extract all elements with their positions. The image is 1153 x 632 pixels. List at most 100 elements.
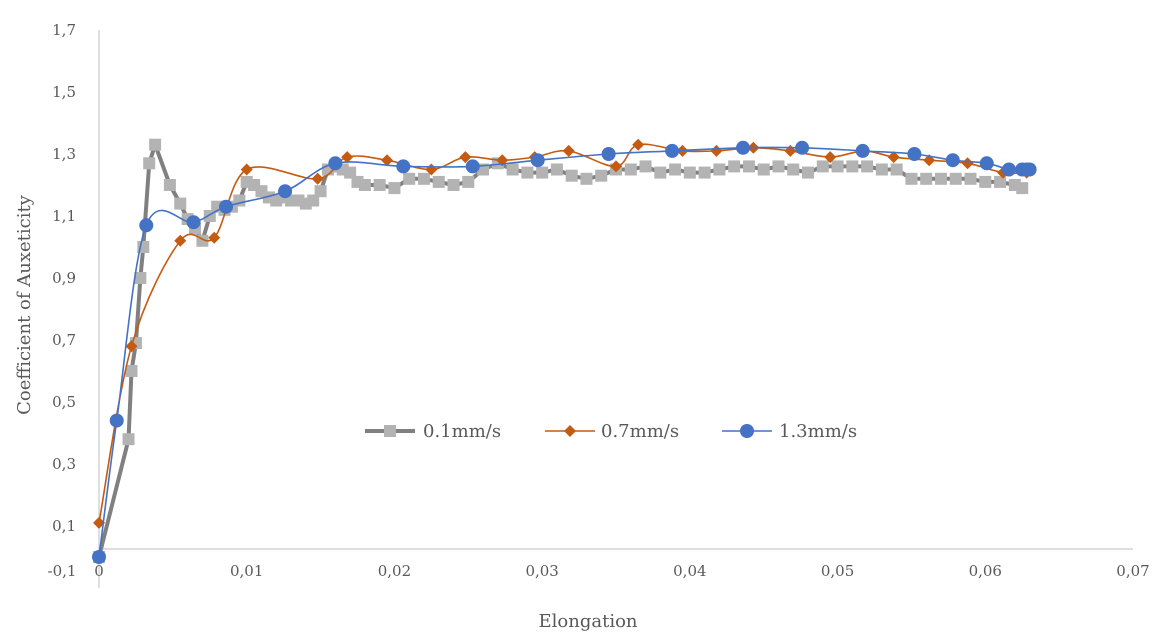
data-point bbox=[824, 151, 837, 164]
data-point bbox=[710, 144, 723, 157]
x-tick-label: 0,04 bbox=[673, 562, 706, 580]
legend-label: 0.1mm/s bbox=[423, 421, 501, 442]
data-point bbox=[134, 272, 147, 284]
data-point bbox=[417, 172, 430, 185]
legend-item: 1.3mm/s bbox=[722, 421, 857, 442]
data-point bbox=[580, 172, 593, 185]
data-point bbox=[373, 179, 386, 191]
data-point bbox=[905, 172, 918, 185]
data-point bbox=[521, 166, 534, 179]
data-point bbox=[311, 172, 324, 185]
data-point bbox=[358, 179, 371, 191]
x-axis-title: Elongation bbox=[539, 611, 638, 632]
data-point bbox=[949, 172, 962, 185]
data-point bbox=[149, 138, 162, 151]
data-point bbox=[459, 151, 472, 164]
data-point bbox=[109, 413, 124, 428]
data-point bbox=[994, 175, 1007, 188]
data-point bbox=[890, 163, 903, 176]
legend-item: 0.7mm/s bbox=[545, 421, 679, 442]
y-tick-label: 1,1 bbox=[52, 207, 76, 225]
data-point bbox=[610, 160, 622, 173]
data-point bbox=[907, 147, 922, 161]
data-point bbox=[565, 169, 578, 182]
data-point bbox=[550, 163, 563, 176]
legend-item: 0.1mm/s bbox=[365, 421, 501, 442]
data-point bbox=[964, 172, 977, 185]
y-tick-label: 0,9 bbox=[52, 269, 76, 287]
data-point bbox=[174, 234, 187, 247]
x-tick-label: 0,03 bbox=[525, 562, 558, 580]
data-point bbox=[125, 365, 138, 377]
data-point bbox=[961, 157, 974, 170]
data-point bbox=[736, 140, 751, 155]
x-tick-label: 0,05 bbox=[821, 562, 854, 580]
data-point bbox=[208, 231, 221, 244]
legend: 0.1mm/s 0.7mm/s 1.3mm/s bbox=[365, 421, 857, 442]
legend-label: 1.3mm/s bbox=[779, 421, 857, 442]
y-tick-label: 1,5 bbox=[52, 83, 76, 101]
data-point bbox=[698, 166, 711, 179]
data-point bbox=[665, 143, 680, 158]
legend-marker bbox=[564, 425, 576, 437]
x-tick-label: 0,02 bbox=[378, 562, 411, 580]
data-point bbox=[669, 163, 682, 176]
y-tick-label: 0,1 bbox=[52, 517, 76, 535]
data-point bbox=[562, 144, 575, 157]
data-point bbox=[143, 157, 156, 170]
data-point bbox=[432, 175, 445, 188]
data-point bbox=[1016, 182, 1029, 195]
data-point bbox=[341, 151, 354, 164]
data-point bbox=[772, 160, 785, 173]
data-point bbox=[875, 163, 888, 176]
data-point bbox=[816, 160, 829, 173]
data-point bbox=[92, 550, 106, 564]
legend-label: 0.7mm/s bbox=[601, 421, 679, 442]
data-point bbox=[713, 163, 726, 176]
series-3 bbox=[92, 140, 1037, 564]
data-point bbox=[462, 175, 475, 188]
data-point bbox=[506, 163, 519, 176]
data-point bbox=[1022, 162, 1037, 177]
data-point bbox=[219, 199, 234, 214]
data-point bbox=[403, 172, 416, 185]
data-point bbox=[328, 156, 343, 171]
data-point bbox=[757, 163, 770, 176]
data-point bbox=[632, 138, 645, 151]
data-point bbox=[278, 184, 293, 199]
y-tick-labels: 0,1 0,3 0,5 0,7 0,9 1,1 1,3 1,5 1,7 bbox=[52, 21, 76, 535]
y-tick-label: 0,7 bbox=[52, 331, 76, 349]
data-point bbox=[344, 166, 357, 179]
data-point bbox=[314, 185, 327, 198]
y-axis-title: Coefficient of Auxeticity bbox=[14, 194, 35, 415]
data-point bbox=[530, 153, 545, 168]
data-point bbox=[742, 160, 755, 173]
series-1 bbox=[93, 138, 1029, 563]
axes bbox=[98, 30, 1133, 588]
data-point bbox=[601, 147, 616, 161]
x-tick-label: -0,1 bbox=[48, 562, 77, 580]
data-point bbox=[861, 160, 874, 173]
data-point bbox=[388, 182, 401, 195]
data-point bbox=[122, 433, 135, 446]
data-point bbox=[887, 151, 900, 164]
data-point bbox=[465, 159, 480, 174]
data-point bbox=[728, 160, 741, 173]
data-point bbox=[240, 163, 253, 176]
data-point bbox=[595, 169, 608, 182]
data-point bbox=[945, 153, 960, 168]
data-point bbox=[447, 179, 460, 191]
x-tick-label: 0,01 bbox=[230, 562, 263, 580]
data-point bbox=[93, 516, 105, 529]
data-point bbox=[186, 215, 201, 230]
data-point bbox=[795, 140, 810, 155]
x-tick-labels: -0,1 0 0,01 0,02 0,03 0,04 0,05 0,06 0,07 bbox=[48, 562, 1150, 580]
data-point bbox=[831, 160, 844, 173]
data-point bbox=[536, 166, 549, 179]
data-point bbox=[787, 163, 800, 176]
data-point bbox=[125, 340, 138, 353]
x-tick-label: 0,07 bbox=[1116, 562, 1149, 580]
data-point bbox=[174, 197, 187, 210]
data-point bbox=[639, 160, 652, 173]
